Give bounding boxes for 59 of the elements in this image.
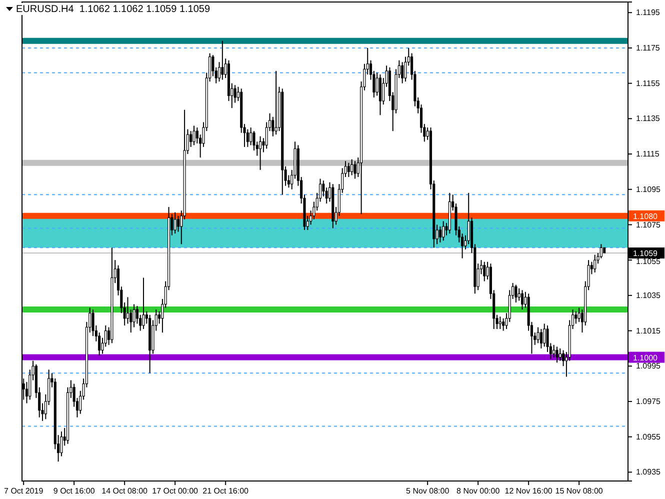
y-tick-label: 1.1115 (636, 150, 660, 159)
chart-title: EURUSD.H4 1.1062 1.1062 1.1059 1.1059 (16, 4, 210, 15)
y-tick-label: 1.1155 (636, 78, 660, 88)
candlestick (558, 348, 562, 362)
candlestick (574, 310, 578, 324)
y-tick-label: 1.1135 (636, 114, 660, 124)
y-tick-label: 1.0975 (636, 397, 662, 406)
candlestick (350, 158, 354, 176)
ref-line-label: 1.1000 (633, 353, 658, 362)
x-tick-label: 9 Oct 16:00 (53, 486, 96, 496)
x-tick-label: 12 Nov 16:00 (504, 486, 553, 496)
y-tick-label: 1.0935 (636, 468, 662, 477)
candlestick (438, 226, 442, 243)
candlestick (520, 290, 524, 310)
candlestick (483, 261, 486, 282)
y-tick-label: 1.1035 (636, 290, 662, 300)
candlestick (378, 74, 382, 116)
candlestick (536, 326, 540, 344)
candlestick (126, 296, 130, 324)
candlestick (142, 277, 145, 330)
candlestick (442, 220, 445, 242)
x-tick-label: 14 Oct 08:00 (102, 486, 148, 496)
candlestick (259, 136, 262, 170)
x-tick-label: 21 Oct 16:00 (202, 486, 250, 496)
candlestick (498, 316, 502, 330)
x-tick-label: 15 Nov 08:00 (555, 486, 604, 496)
candlestick (594, 254, 596, 273)
candlestick (543, 323, 546, 348)
candlestick (502, 318, 505, 332)
ref-line-label: 1.1080 (633, 212, 658, 221)
candlestick (190, 130, 192, 148)
candlestick (250, 126, 252, 146)
y-tick-label: 1.0995 (636, 362, 662, 371)
y-tick-label: 1.1095 (636, 184, 662, 194)
candlestick (347, 162, 350, 178)
candlestick (221, 40, 224, 80)
x-tick-label: 8 Nov 00:00 (456, 486, 500, 496)
candlestick (540, 328, 542, 349)
y-tick-label: 1.1055 (636, 257, 662, 266)
candlestick (514, 284, 518, 303)
candlestick (518, 288, 520, 302)
y-tick-label: 1.0955 (636, 432, 662, 442)
x-tick-label: 7 Oct 2019 (4, 486, 44, 496)
candlestick (192, 125, 196, 146)
x-tick-label: 5 Nov 08:00 (406, 486, 450, 496)
candlestick (274, 70, 278, 136)
y-tick-label: 1.1075 (636, 220, 662, 230)
candlestick (552, 344, 556, 358)
y-tick-label: 1.1195 (636, 8, 660, 18)
candlestick (556, 346, 558, 364)
y-tick-label: 1.1175 (636, 44, 660, 53)
y-tick-label: 1.1015 (636, 326, 662, 336)
candlestick (354, 160, 356, 180)
x-tick-label: 17 Oct 00:00 (152, 486, 199, 496)
candlestick (578, 307, 580, 322)
ref-line-label: 1.1059 (633, 248, 658, 258)
candlestick (401, 62, 404, 84)
candlestick (176, 215, 180, 232)
candlestick (174, 212, 176, 234)
